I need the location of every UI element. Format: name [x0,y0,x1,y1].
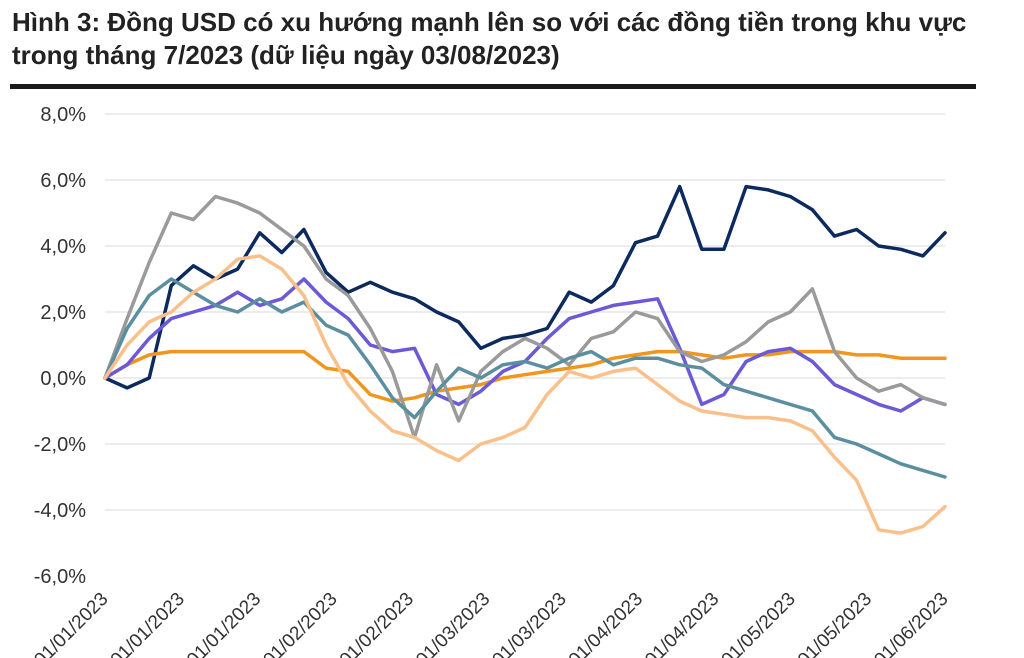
x-axis: 01/01/202301/01/202301/01/202301/02/2023… [30,589,952,658]
x-tick-label: 01/02/2023 [336,589,418,658]
y-tick-label: 6,0% [40,170,86,192]
x-tick-label: 01/04/2023 [641,589,723,658]
x-tick-label: 01/01/2023 [30,589,112,658]
series-line-5 [103,277,947,479]
series-line-3 [103,277,947,413]
series-line-2 [103,349,947,403]
y-tick-label: 2,0% [40,302,86,324]
x-tick-label: 01/06/2023 [870,589,952,658]
x-tick-label: 01/01/2023 [183,589,265,658]
x-tick-label: 01/04/2023 [565,589,647,658]
x-tick-label: 01/05/2023 [718,589,800,658]
series-line-1 [103,184,947,390]
y-tick-label: 0,0% [40,368,86,390]
y-tick-label: -6,0% [34,566,86,588]
gridlines [105,113,945,511]
y-tick-label: -4,0% [34,500,86,522]
y-tick-label: 8,0% [40,104,86,126]
x-tick-label: 01/03/2023 [412,589,494,658]
series-line-4 [103,194,947,440]
x-tick-label: 01/03/2023 [489,589,571,658]
x-tick-label: 01/02/2023 [260,589,342,658]
y-axis: 8,0% 6,0% 4,0% 2,0% 0,0% -2,0% -4,0% -6,0% [34,104,86,588]
y-tick-label: 4,0% [40,236,86,258]
title-underline [10,84,976,89]
y-tick-label: -2,0% [34,434,86,456]
x-tick-label: 01/05/2023 [794,589,876,658]
chart-title: Hình 3: Đồng USD có xu hướng mạnh lên so… [12,7,967,70]
series-line-6 [103,254,947,535]
x-tick-label: 01/01/2023 [107,589,189,658]
series-lines [103,184,947,535]
